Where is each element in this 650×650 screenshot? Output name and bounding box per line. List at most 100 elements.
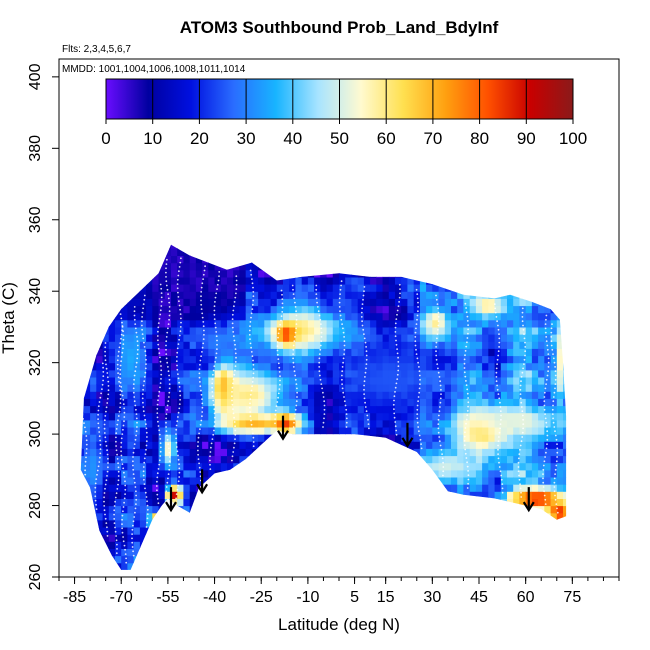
flight-track-point [554,434,557,437]
heatmap-cell [469,527,477,535]
flight-track-point [132,456,134,458]
heatmap-cell [283,348,290,357]
heatmap-cell [426,369,433,378]
flight-track-point [107,466,109,469]
heatmap-cell [202,548,209,557]
heatmap-cell [314,427,321,435]
flight-track-point [80,409,83,412]
flight-track-point [201,406,204,409]
heatmap-cell [351,248,359,256]
heatmap-cell [357,491,365,499]
heatmap-cell [550,398,558,407]
heatmap-cell [556,505,564,514]
heatmap-cell [407,369,415,378]
heatmap-cell [469,376,477,385]
heatmap-cell [351,312,359,321]
flight-track-point [465,307,467,309]
flight-track-point [544,327,547,330]
heatmap-cell [407,269,415,278]
heatmap-cell [152,384,160,392]
heatmap-cell [550,512,558,521]
heatmap-cell [388,355,396,364]
heatmap-cell [463,462,471,471]
heatmap-cell [413,248,421,256]
heatmap-cell [108,255,116,264]
heatmap-cell [432,455,440,464]
flight-track-point [365,363,368,365]
heatmap-cell [556,405,564,414]
flight-track-point [417,426,420,428]
heatmap-cell [133,248,141,256]
heatmap-cell [276,519,284,528]
heatmap-cell [96,276,104,285]
heatmap-cell [289,369,296,378]
heatmap-cell [220,391,228,399]
heatmap-cell [80,355,85,364]
heatmap-cell [438,398,446,407]
heatmap-cell [563,455,567,464]
heatmap-cell [438,462,446,471]
heatmap-cell [351,541,359,549]
heatmap-cell [115,391,122,399]
flight-track-point [136,426,138,428]
flight-track-point [394,335,397,338]
heatmap-cell [513,262,520,271]
heatmap-cell [550,348,558,357]
flight-track-point [202,342,205,345]
heatmap-cell [438,362,446,371]
heatmap-cell [195,548,203,557]
heatmap-cell [345,269,352,278]
heatmap-cell [139,298,147,307]
heatmap-cell [488,448,496,457]
heatmap-cell [432,419,440,428]
flight-track-point [157,330,159,333]
heatmap-cell [270,569,278,570]
flight-track-point [396,378,399,380]
heatmap-cell [264,291,272,299]
heatmap-cell [550,326,558,335]
heatmap-cell [332,255,340,264]
heatmap-cell [158,334,166,342]
heatmap-cell [426,291,433,299]
heatmap-cell [432,527,440,535]
heatmap-cell [96,305,104,314]
heatmap-cell [495,234,502,242]
heatmap-cell [171,255,178,264]
flight-track-point [118,410,121,413]
flight-track-point [115,428,118,430]
heatmap-cell [270,455,278,464]
heatmap-cell [326,334,334,342]
heatmap-cell [227,244,234,249]
flight-track-point [281,306,284,309]
heatmap-cell [538,484,545,492]
heatmap-cell [550,291,558,299]
heatmap-cell [357,534,365,542]
heatmap-cell [339,334,346,342]
heatmap-cell [438,527,446,535]
heatmap-cell [357,512,365,521]
flight-track-point [175,446,178,448]
heatmap-cell [407,305,415,314]
heatmap-cell [507,369,514,378]
heatmap-cell [233,234,240,242]
heatmap-cell [556,362,564,371]
heatmap-cell [507,305,514,314]
flight-track-point [144,453,147,455]
heatmap-cell [251,298,259,307]
heatmap-cell [245,462,253,471]
heatmap-cell [121,448,128,457]
flight-track-point [293,421,295,424]
heatmap-cell [177,412,184,421]
heatmap-cell [220,491,228,499]
flight-track-point [293,340,296,343]
heatmap-cell [469,262,477,271]
heatmap-cell [227,469,234,478]
heatmap-cell [83,469,91,478]
heatmap-cell [407,505,415,514]
flight-track-point [231,313,234,316]
heatmap-cell [90,469,97,478]
heatmap-cell [320,362,328,371]
heatmap-cell [146,534,153,542]
heatmap-cell [419,434,427,442]
heatmap-cell [363,512,371,521]
